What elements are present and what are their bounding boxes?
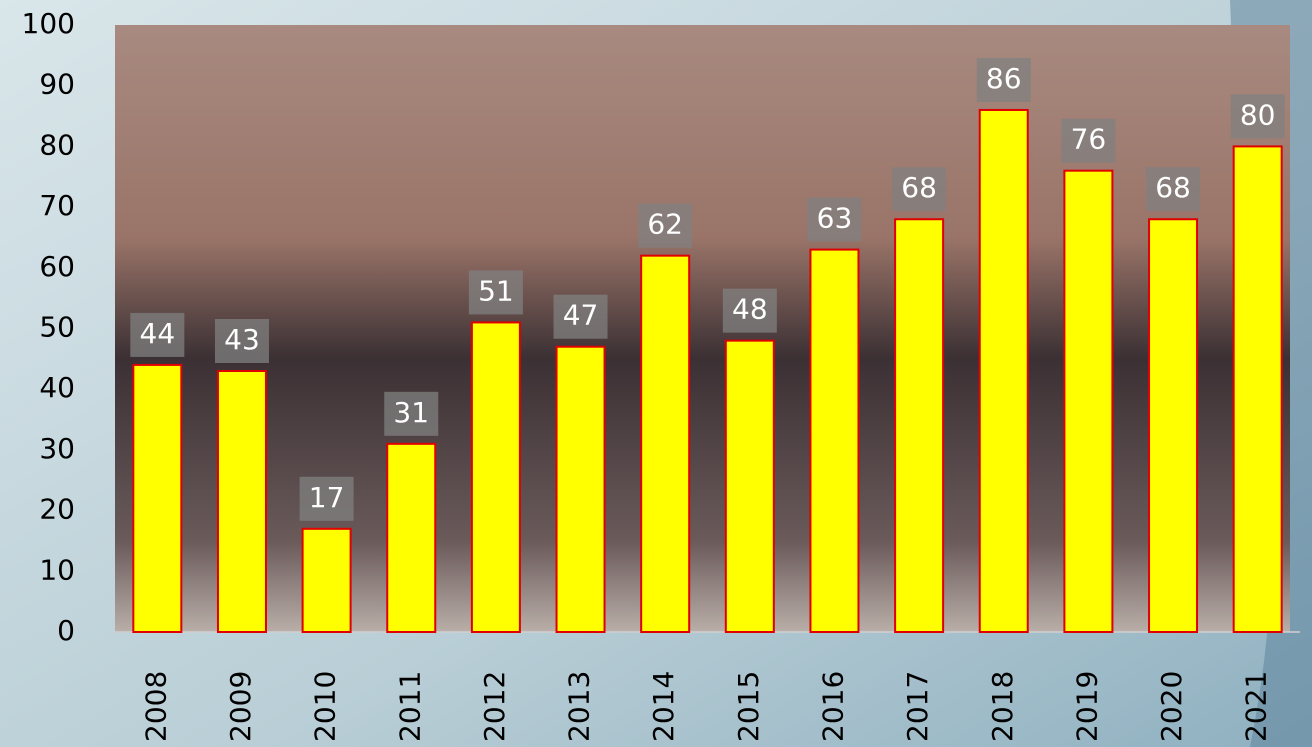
- y-tick-label: 100: [22, 7, 75, 40]
- bar: [641, 256, 689, 632]
- value-label: 63: [817, 202, 853, 235]
- x-tick-label: 2010: [309, 671, 342, 742]
- y-tick-label: 40: [39, 371, 75, 404]
- value-label: 47: [563, 299, 599, 332]
- value-label: 44: [140, 317, 176, 350]
- x-tick-label: 2017: [901, 671, 934, 742]
- background-photo: [115, 25, 1290, 632]
- x-tick-label: 2008: [139, 671, 172, 742]
- y-tick-label: 20: [39, 493, 75, 526]
- x-tick-label: 2020: [1155, 671, 1188, 742]
- value-label: 68: [1155, 171, 1191, 204]
- x-tick-label: 2015: [732, 671, 765, 742]
- value-label: 17: [309, 481, 345, 514]
- page: 0 10 20 30 40 50 60 70 80 90 100 2008 44 2009 43 2010 17…: [0, 0, 1312, 747]
- value-label: 48: [732, 293, 768, 326]
- x-tick-label: 2012: [478, 671, 511, 742]
- value-label: 62: [647, 208, 683, 241]
- x-tick-label: 2016: [816, 671, 849, 742]
- bar: [1064, 171, 1112, 632]
- y-tick-label: 80: [39, 128, 75, 161]
- bar: [810, 250, 858, 632]
- bar: [1149, 219, 1197, 632]
- bar: [387, 444, 435, 632]
- bar: [557, 347, 605, 632]
- x-tick-label: 2009: [224, 671, 257, 742]
- bar: [472, 322, 520, 632]
- value-label: 68: [901, 171, 937, 204]
- bar: [1234, 146, 1282, 632]
- y-tick-label: 60: [39, 250, 75, 283]
- y-tick-label: 0: [57, 614, 75, 647]
- x-tick-label: 2021: [1240, 671, 1273, 742]
- value-label: 86: [986, 62, 1022, 95]
- y-tick-label: 30: [39, 432, 75, 465]
- bar: [980, 110, 1028, 632]
- y-tick-label: 50: [39, 311, 75, 344]
- value-label: 51: [478, 274, 514, 307]
- y-tick-label: 70: [39, 189, 75, 222]
- x-tick-label: 2013: [563, 671, 596, 742]
- bar: [895, 219, 943, 632]
- bar: [726, 341, 774, 632]
- bar: [303, 529, 351, 632]
- value-label: 80: [1240, 98, 1276, 131]
- value-label: 76: [1071, 123, 1107, 156]
- value-label: 43: [224, 323, 260, 356]
- bar: [218, 371, 266, 632]
- chart: 0 10 20 30 40 50 60 70 80 90 100 2008 44 2009 43 2010 17…: [0, 0, 1312, 747]
- x-tick-label: 2018: [986, 671, 1019, 742]
- value-label: 31: [393, 396, 429, 429]
- y-tick-label: 10: [39, 553, 75, 586]
- x-tick-label: 2019: [1070, 671, 1103, 742]
- y-tick-label: 90: [39, 68, 75, 101]
- x-tick-label: 2014: [647, 671, 680, 742]
- x-tick-label: 2011: [393, 671, 426, 742]
- bar: [133, 365, 181, 632]
